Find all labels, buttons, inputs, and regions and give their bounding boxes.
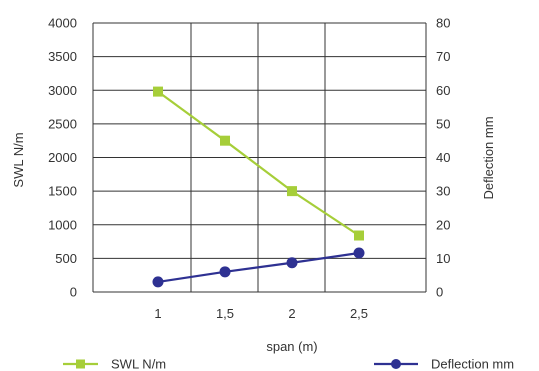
y-right-tick-label: 20 [436, 217, 450, 232]
data-point-circle [286, 257, 298, 269]
y-left-tick-label: 2000 [48, 150, 77, 165]
data-point-square [354, 230, 364, 241]
x-tick-label: 2 [288, 306, 295, 321]
y-right-tick-label: 70 [436, 49, 450, 64]
data-point-circle [152, 276, 164, 288]
y-right-tick-label: 10 [436, 251, 450, 266]
series-line [157, 251, 360, 284]
y-right-tick-label: 80 [436, 16, 450, 31]
legend-label: SWL N/m [111, 357, 166, 371]
y-axis-right-label: Deflection mm [481, 116, 496, 199]
data-point-circle [353, 247, 365, 259]
x-axis-label: span (m) [266, 339, 317, 354]
legend-marker-square [76, 359, 85, 369]
y-left-tick-label: 500 [55, 251, 77, 266]
data-point-circle [219, 266, 231, 278]
legend-marker-circle [391, 359, 401, 369]
legend-label: Deflection mm [431, 357, 514, 371]
y-left-tick-label: 2500 [48, 116, 77, 131]
series-line [157, 90, 360, 237]
y-left-tick-label: 1000 [48, 217, 77, 232]
x-axis-ticks: 1 1,5 2 2,5 [154, 306, 368, 321]
y-right-tick-label: 0 [436, 285, 443, 300]
y-left-tick-label: 0 [70, 285, 77, 300]
legend: SWL N/m Deflection mm [63, 357, 514, 371]
right-axis-ticks: 0 10 20 30 40 50 60 70 80 [436, 16, 450, 300]
y-left-tick-label: 3500 [48, 49, 77, 64]
y-right-tick-label: 40 [436, 150, 450, 165]
data-point-square [153, 86, 163, 97]
y-right-tick-label: 30 [436, 184, 450, 199]
y-left-tick-label: 4000 [48, 16, 77, 31]
data-point-square [287, 186, 297, 197]
x-tick-label: 1 [154, 306, 161, 321]
y-axis-left-label: SWL N/m [11, 132, 26, 187]
grid [92, 22, 427, 293]
y-left-tick-label: 3000 [48, 83, 77, 98]
x-tick-label: 1,5 [216, 306, 234, 321]
y-right-tick-label: 60 [436, 83, 450, 98]
left-axis-ticks: 0 500 1000 1500 2000 2500 3000 3500 4000 [48, 16, 77, 300]
y-left-tick-label: 1500 [48, 184, 77, 199]
y-right-tick-label: 50 [436, 116, 450, 131]
data-point-square [220, 135, 230, 146]
x-tick-label: 2,5 [350, 306, 368, 321]
series-layer [152, 86, 365, 288]
